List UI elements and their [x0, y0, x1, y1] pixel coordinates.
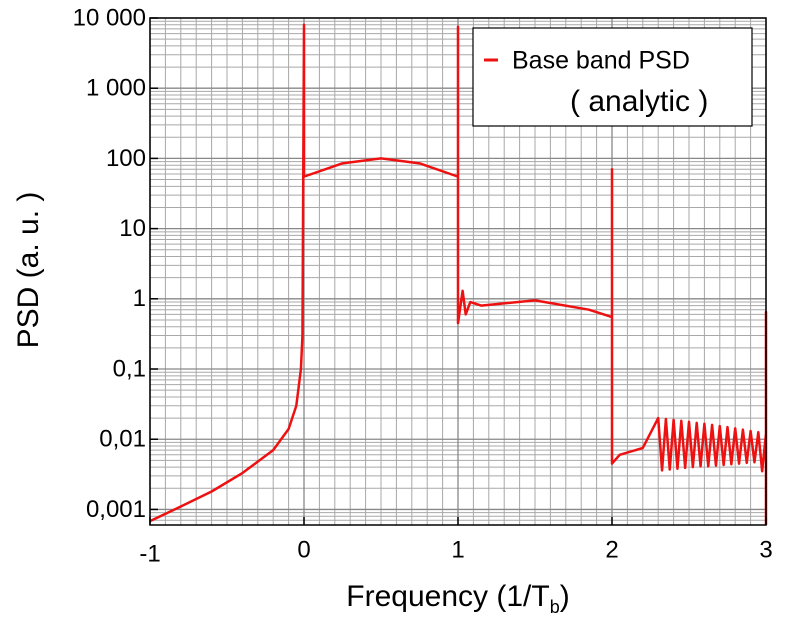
- x-label-sub: b: [550, 597, 560, 617]
- y-tick-label: 10: [119, 215, 146, 242]
- y-tick-label: 0,001: [86, 496, 146, 523]
- x-tick-label: 3: [759, 536, 772, 563]
- y-tick-label: 1 000: [86, 75, 146, 102]
- y-tick-label: 1: [133, 285, 146, 312]
- x-label-main: Frequency (1/T: [346, 580, 549, 613]
- y-tick-label: 0,1: [113, 355, 146, 382]
- x-label-end: ): [560, 580, 570, 613]
- y-tick-label: 10 000: [73, 4, 146, 31]
- y-tick-label: 0,01: [99, 426, 146, 453]
- legend-box: [472, 27, 753, 127]
- x-tick-label: 2: [605, 536, 618, 563]
- x-tick-label: 0: [297, 536, 310, 563]
- plot: [149, 23, 768, 525]
- y-axis-label: PSD (a. u. ): [12, 192, 45, 349]
- x-tick-label: 1: [451, 536, 464, 563]
- x-axis-label: Frequency (1/Tb): [346, 580, 569, 617]
- legend-note: ( analytic ): [570, 85, 708, 118]
- data-line: [149, 23, 768, 525]
- y-tick-label: 100: [106, 145, 146, 172]
- legend-label: Base band PSD: [512, 47, 690, 75]
- x-tick-label: -1: [139, 540, 160, 567]
